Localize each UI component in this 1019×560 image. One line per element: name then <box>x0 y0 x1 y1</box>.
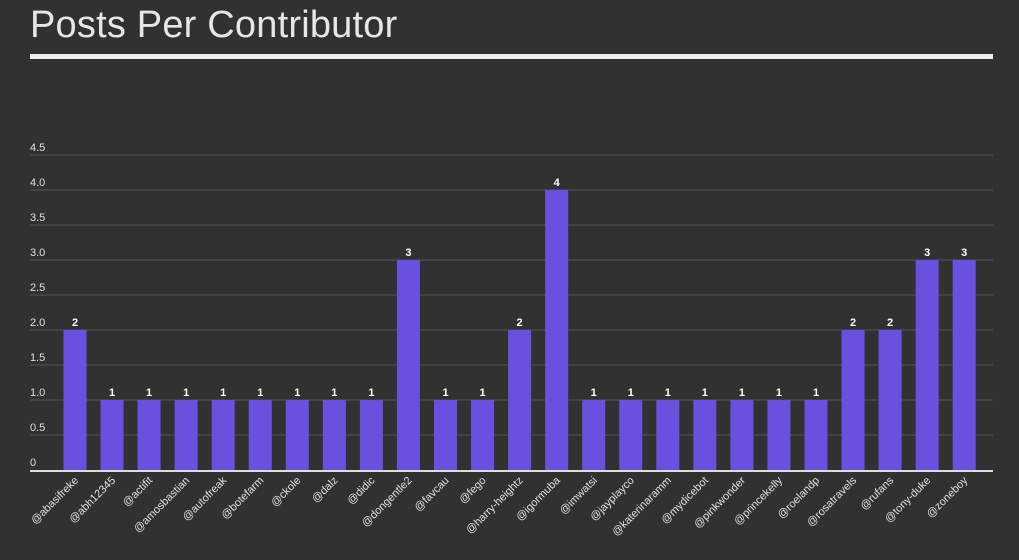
bar-value-label: 1 <box>331 387 337 399</box>
bar <box>693 400 717 470</box>
category-label: @fego <box>457 475 489 507</box>
bar-value-label: 1 <box>591 387 597 399</box>
bar <box>878 330 902 470</box>
bars <box>63 190 976 470</box>
bar <box>767 400 791 470</box>
bar-value-label: 1 <box>183 387 189 399</box>
bar <box>322 400 346 470</box>
category-label: @rufans <box>858 474 896 512</box>
chart-title: Posts Per Contributor <box>30 4 398 46</box>
bar <box>396 260 420 470</box>
value-labels: 2 1 1 1 1 1 1 1 1 3 1 1 2 4 1 1 1 1 1 1 1 2 2 3 3 <box>72 177 967 399</box>
category-label: @favcau <box>412 475 451 514</box>
bar-value-label: 2 <box>72 317 78 329</box>
bar <box>730 400 754 470</box>
y-tick-label: 2.5 <box>30 282 45 294</box>
bar <box>582 400 606 470</box>
bar <box>359 400 383 470</box>
bar <box>545 190 569 470</box>
bar <box>248 400 272 470</box>
bar <box>656 400 680 470</box>
bar-value-label: 2 <box>517 317 523 329</box>
bar <box>434 400 457 470</box>
bar <box>137 400 161 470</box>
y-tick-label: 1.0 <box>30 387 45 399</box>
bar <box>100 400 124 470</box>
bar-value-label: 2 <box>887 317 893 329</box>
bar <box>174 400 198 470</box>
bar-value-label: 1 <box>628 387 634 399</box>
bar <box>471 400 495 470</box>
y-tick-label: 4.0 <box>30 177 45 189</box>
bar-value-label: 1 <box>294 387 300 399</box>
bar <box>63 330 87 470</box>
bar <box>952 260 976 470</box>
bar-value-label: 1 <box>442 387 448 399</box>
category-label: @zoneboy <box>925 474 971 520</box>
bar-value-label: 4 <box>554 177 561 189</box>
y-tick-label: 0.5 <box>30 422 45 434</box>
y-tick-label: 2.0 <box>30 317 45 329</box>
bar-value-label: 3 <box>405 247 411 259</box>
bar <box>619 400 643 470</box>
bar <box>841 330 865 470</box>
bar-value-label: 1 <box>257 387 263 399</box>
bar <box>211 400 235 470</box>
bar <box>285 400 309 470</box>
category-label: @dalz <box>310 475 341 506</box>
bar-value-label: 1 <box>776 387 782 399</box>
bar-value-label: 3 <box>961 247 967 259</box>
bar-value-label: 1 <box>109 387 115 399</box>
bar-value-label: 1 <box>813 387 819 399</box>
bar-value-label: 1 <box>368 387 374 399</box>
title-underline <box>30 54 993 59</box>
bar-value-label: 1 <box>479 387 485 399</box>
y-tick-label: 3.5 <box>30 212 45 224</box>
category-label: @actifit <box>121 475 156 510</box>
bar-value-label: 1 <box>739 387 745 399</box>
bar-value-label: 3 <box>924 247 930 259</box>
category-labels: @abasifreke@abh12345 @actifit@amosbastian… <box>29 474 971 539</box>
y-tick-label: 1.5 <box>30 352 45 364</box>
bar <box>804 400 828 470</box>
bar <box>508 330 532 470</box>
bar-value-label: 1 <box>146 387 152 399</box>
y-tick-label: 0 <box>30 457 36 469</box>
category-label: @didic <box>345 474 378 507</box>
y-tick-label: 4.5 <box>30 142 45 154</box>
bar-value-label: 1 <box>665 387 671 399</box>
y-tick-label: 3.0 <box>30 247 45 259</box>
bar <box>915 260 939 470</box>
category-label: @ckole <box>269 475 304 510</box>
y-axis-ticks: 0 0.5 1.0 1.5 2.0 2.5 3.0 3.5 4.0 4.5 <box>30 142 45 469</box>
bar-value-label: 2 <box>850 317 856 329</box>
bar-value-label: 1 <box>702 387 708 399</box>
bar-value-label: 1 <box>220 387 226 399</box>
